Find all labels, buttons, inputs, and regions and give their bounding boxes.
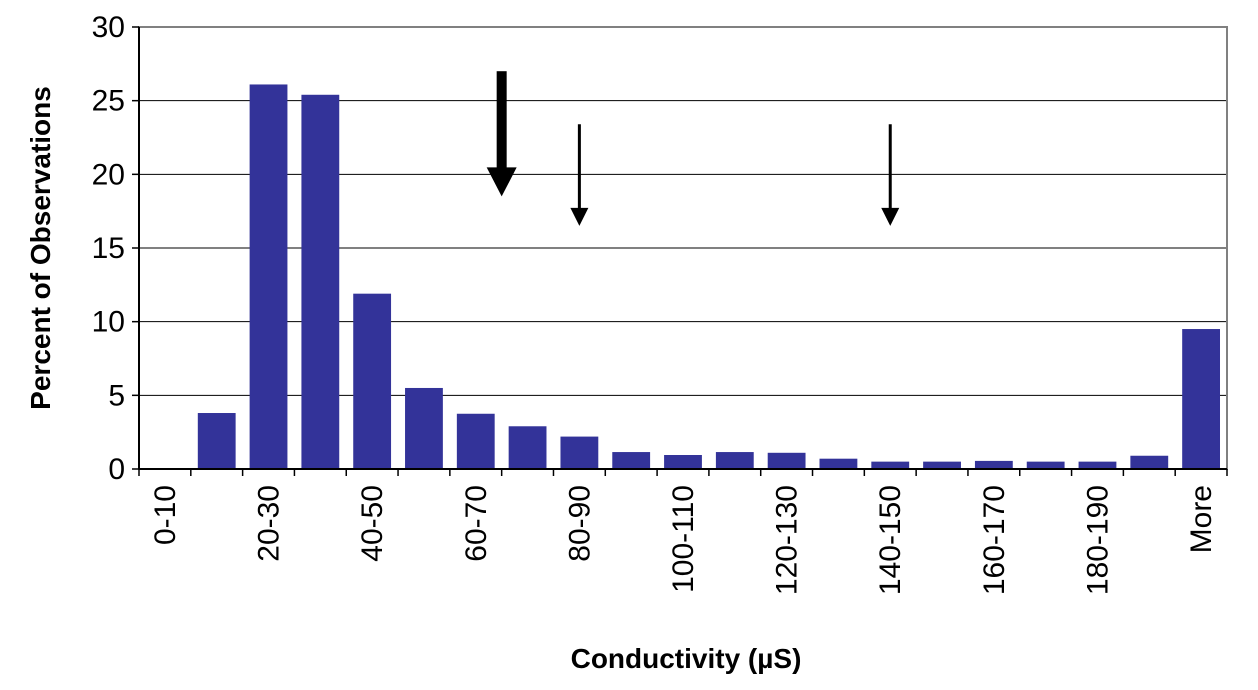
x-tick-label: 0-10 [149,485,182,545]
bar-More [1182,329,1221,469]
bar-190-200 [1130,455,1169,469]
bar-120-130 [767,452,806,469]
x-tick-label: 60-70 [460,485,493,562]
y-tick-label: 30 [92,11,125,44]
y-tick-label: 5 [108,379,125,412]
axes [132,26,1228,476]
bar-110-120 [715,452,754,469]
x-tick-label: 120-130 [771,485,804,595]
y-tick-label: 0 [108,453,125,486]
bar-50-60 [405,387,443,469]
x-tick-label: 180-190 [1081,485,1114,595]
x-tick-label: 100-110 [667,485,700,593]
arrow-3 [881,124,900,226]
bar-20-30 [249,84,288,470]
y-tick-label: 20 [92,158,125,191]
y-tick-label: 10 [92,306,125,339]
bar-150-160 [923,461,961,469]
y-tick-label: 25 [92,85,125,118]
x-tick-label: 20-30 [253,485,286,562]
arrow-1 [486,71,517,197]
bar-100-110 [664,455,702,469]
x-axis-title: Conductivity (µS) [571,643,802,674]
bar-30-40 [301,94,340,470]
bar-140-150 [871,461,910,469]
arrow-2 [570,124,589,226]
bar-130-140 [819,458,858,469]
y-tick-label: 15 [92,232,125,265]
y-tick-labels: 0 5 10 15 20 25 30 [92,11,125,486]
y-axis-title: Percent of Observations [25,86,56,410]
bar-160-170 [974,460,1013,469]
bar-180-190 [1078,461,1117,469]
x-tick-labels: 0-10 20-30 40-50 60-70 80-90 100-110 120-130 14… [149,485,1218,595]
x-tick-label: 80-90 [563,485,596,562]
annotation-arrows [486,71,900,226]
bar-90-100 [612,452,651,469]
x-tick-label: 160-170 [978,485,1011,595]
bars [197,84,1221,470]
bar-70-80 [508,426,547,469]
x-tick-label: 140-150 [874,485,907,595]
bar-40-50 [353,293,392,469]
bar-170-180 [1026,461,1065,469]
x-tick-label: More [1185,485,1218,553]
bar-60-70 [456,413,495,469]
bar-10-20 [197,413,236,469]
bar-80-90 [560,436,599,469]
x-tick-label: 40-50 [356,485,389,562]
